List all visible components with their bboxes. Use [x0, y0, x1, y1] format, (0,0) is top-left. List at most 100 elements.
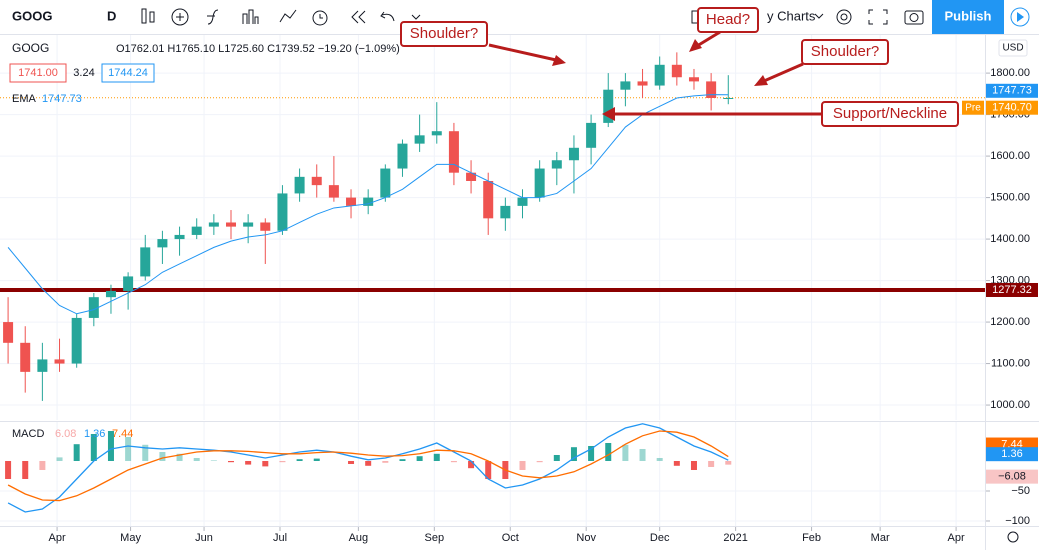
corner-settings[interactable] [1007, 531, 1019, 543]
candle-body [706, 81, 717, 98]
grid [0, 35, 985, 526]
y-tick-label: 1000.00 [990, 399, 1030, 411]
histogram-bar [553, 454, 560, 461]
annotation: Support/Neckline [833, 105, 947, 122]
my-charts-button[interactable]: y Charts [767, 8, 816, 23]
candle-body [723, 97, 734, 99]
candle-body [311, 176, 322, 186]
histogram-bar [485, 460, 492, 479]
fx-icon[interactable] [207, 9, 219, 25]
histogram-bar [365, 460, 372, 466]
ask-box[interactable] [101, 63, 155, 83]
x-tick-label: 2021 [723, 532, 747, 544]
histogram-bar [656, 457, 663, 461]
marks [0, 52, 990, 531]
histogram-bar [228, 460, 235, 463]
annotation-box [821, 101, 959, 127]
candle-body [603, 89, 614, 123]
y-tick-label: −50 [1011, 485, 1030, 497]
histogram-bar [708, 460, 715, 467]
histogram-bar [725, 460, 732, 465]
hist-last-label-box [986, 469, 1038, 484]
toolbar [0, 0, 1039, 34]
hline-label: 1277.32 [992, 284, 1032, 296]
x-tick-label: Oct [502, 532, 519, 544]
candle-body [105, 290, 116, 298]
histogram-bar [296, 459, 303, 461]
undo-icon[interactable] [380, 11, 395, 22]
histogram-bar [210, 460, 217, 461]
candle-body [448, 131, 459, 173]
y-tick-label: 1500.00 [990, 191, 1030, 203]
x-tick-label: Feb [802, 532, 821, 544]
ask: 1744.24 [108, 67, 148, 79]
annotations: Shoulder? Head? Shoulder? Support/Neckli… [400, 7, 959, 127]
histogram-bar [348, 460, 355, 464]
pre-label-box [986, 100, 1038, 115]
histogram-bar [193, 457, 200, 461]
x-tick-label: Aug [349, 532, 369, 544]
histogram-bar [382, 460, 389, 463]
annotation-box [801, 39, 889, 65]
y-tick-label: 1100.00 [991, 357, 1030, 369]
indicator-add-icon[interactable] [171, 8, 189, 26]
toolbar-icons [141, 8, 924, 26]
histogram-bar [245, 460, 252, 465]
y-tick-label: −100 [1005, 515, 1030, 527]
currency-box[interactable] [998, 39, 1028, 57]
dropdown-icon[interactable] [814, 13, 824, 19]
macd-legend-signal: 7.44 [112, 428, 133, 440]
candle-body [397, 143, 408, 169]
annotation-box [400, 21, 488, 47]
bid: 1741.00 [18, 67, 58, 79]
candle-body [551, 160, 562, 169]
histogram-bar [176, 453, 183, 461]
macd-last-label: 1.36 [1001, 448, 1022, 460]
settings-icon[interactable] [836, 9, 852, 25]
histogram-bar [73, 444, 80, 461]
arrows [488, 30, 822, 121]
annotation: Shoulder? [410, 25, 478, 42]
redo-icon[interactable] [411, 14, 421, 20]
x-tick-label: Dec [650, 532, 670, 544]
pre-tag: Pre [965, 102, 981, 113]
candle-body [534, 168, 545, 198]
fullscreen-icon[interactable] [868, 9, 888, 25]
candle-body [54, 359, 65, 364]
histogram-bar [262, 460, 269, 467]
macd-last-label-box [986, 447, 1038, 462]
candle-body [123, 276, 134, 291]
candle-body [346, 197, 357, 206]
candle-body [466, 172, 477, 181]
candles-icon[interactable] [141, 8, 147, 24]
histogram-bar [159, 451, 166, 461]
candle-body [671, 64, 682, 78]
compare-icon[interactable] [242, 9, 259, 24]
bid-box[interactable] [9, 63, 67, 83]
annotation: Shoulder? [811, 43, 879, 60]
histogram-bar [690, 460, 697, 470]
candle-body [3, 322, 14, 343]
y-tick-label: 1400.00 [990, 233, 1030, 245]
hist-last-label: −6.08 [998, 471, 1026, 483]
templates-icon[interactable] [279, 9, 297, 23]
histogram-bar [468, 460, 475, 469]
x-tick-label: Sep [425, 532, 445, 544]
x-tick-label: Jul [273, 532, 287, 544]
symbol-button[interactable]: GOOG [12, 8, 52, 23]
histogram-bar [605, 442, 612, 461]
ema-line [7, 94, 729, 315]
candle-body [363, 197, 374, 206]
replay-button[interactable] [1010, 7, 1030, 27]
x-tick-label: Mar [871, 532, 890, 544]
publish-button[interactable] [932, 0, 1004, 34]
alert-icon[interactable] [312, 10, 328, 26]
candle-body [517, 197, 528, 206]
candle-body [414, 135, 425, 144]
replay-icon[interactable] [351, 10, 366, 24]
y-tick-label: 1800.00 [990, 67, 1030, 79]
interval-button[interactable]: D [107, 8, 116, 23]
candle-body [654, 64, 665, 86]
histogram-bar [519, 460, 526, 470]
snapshot-icon[interactable] [904, 10, 924, 25]
